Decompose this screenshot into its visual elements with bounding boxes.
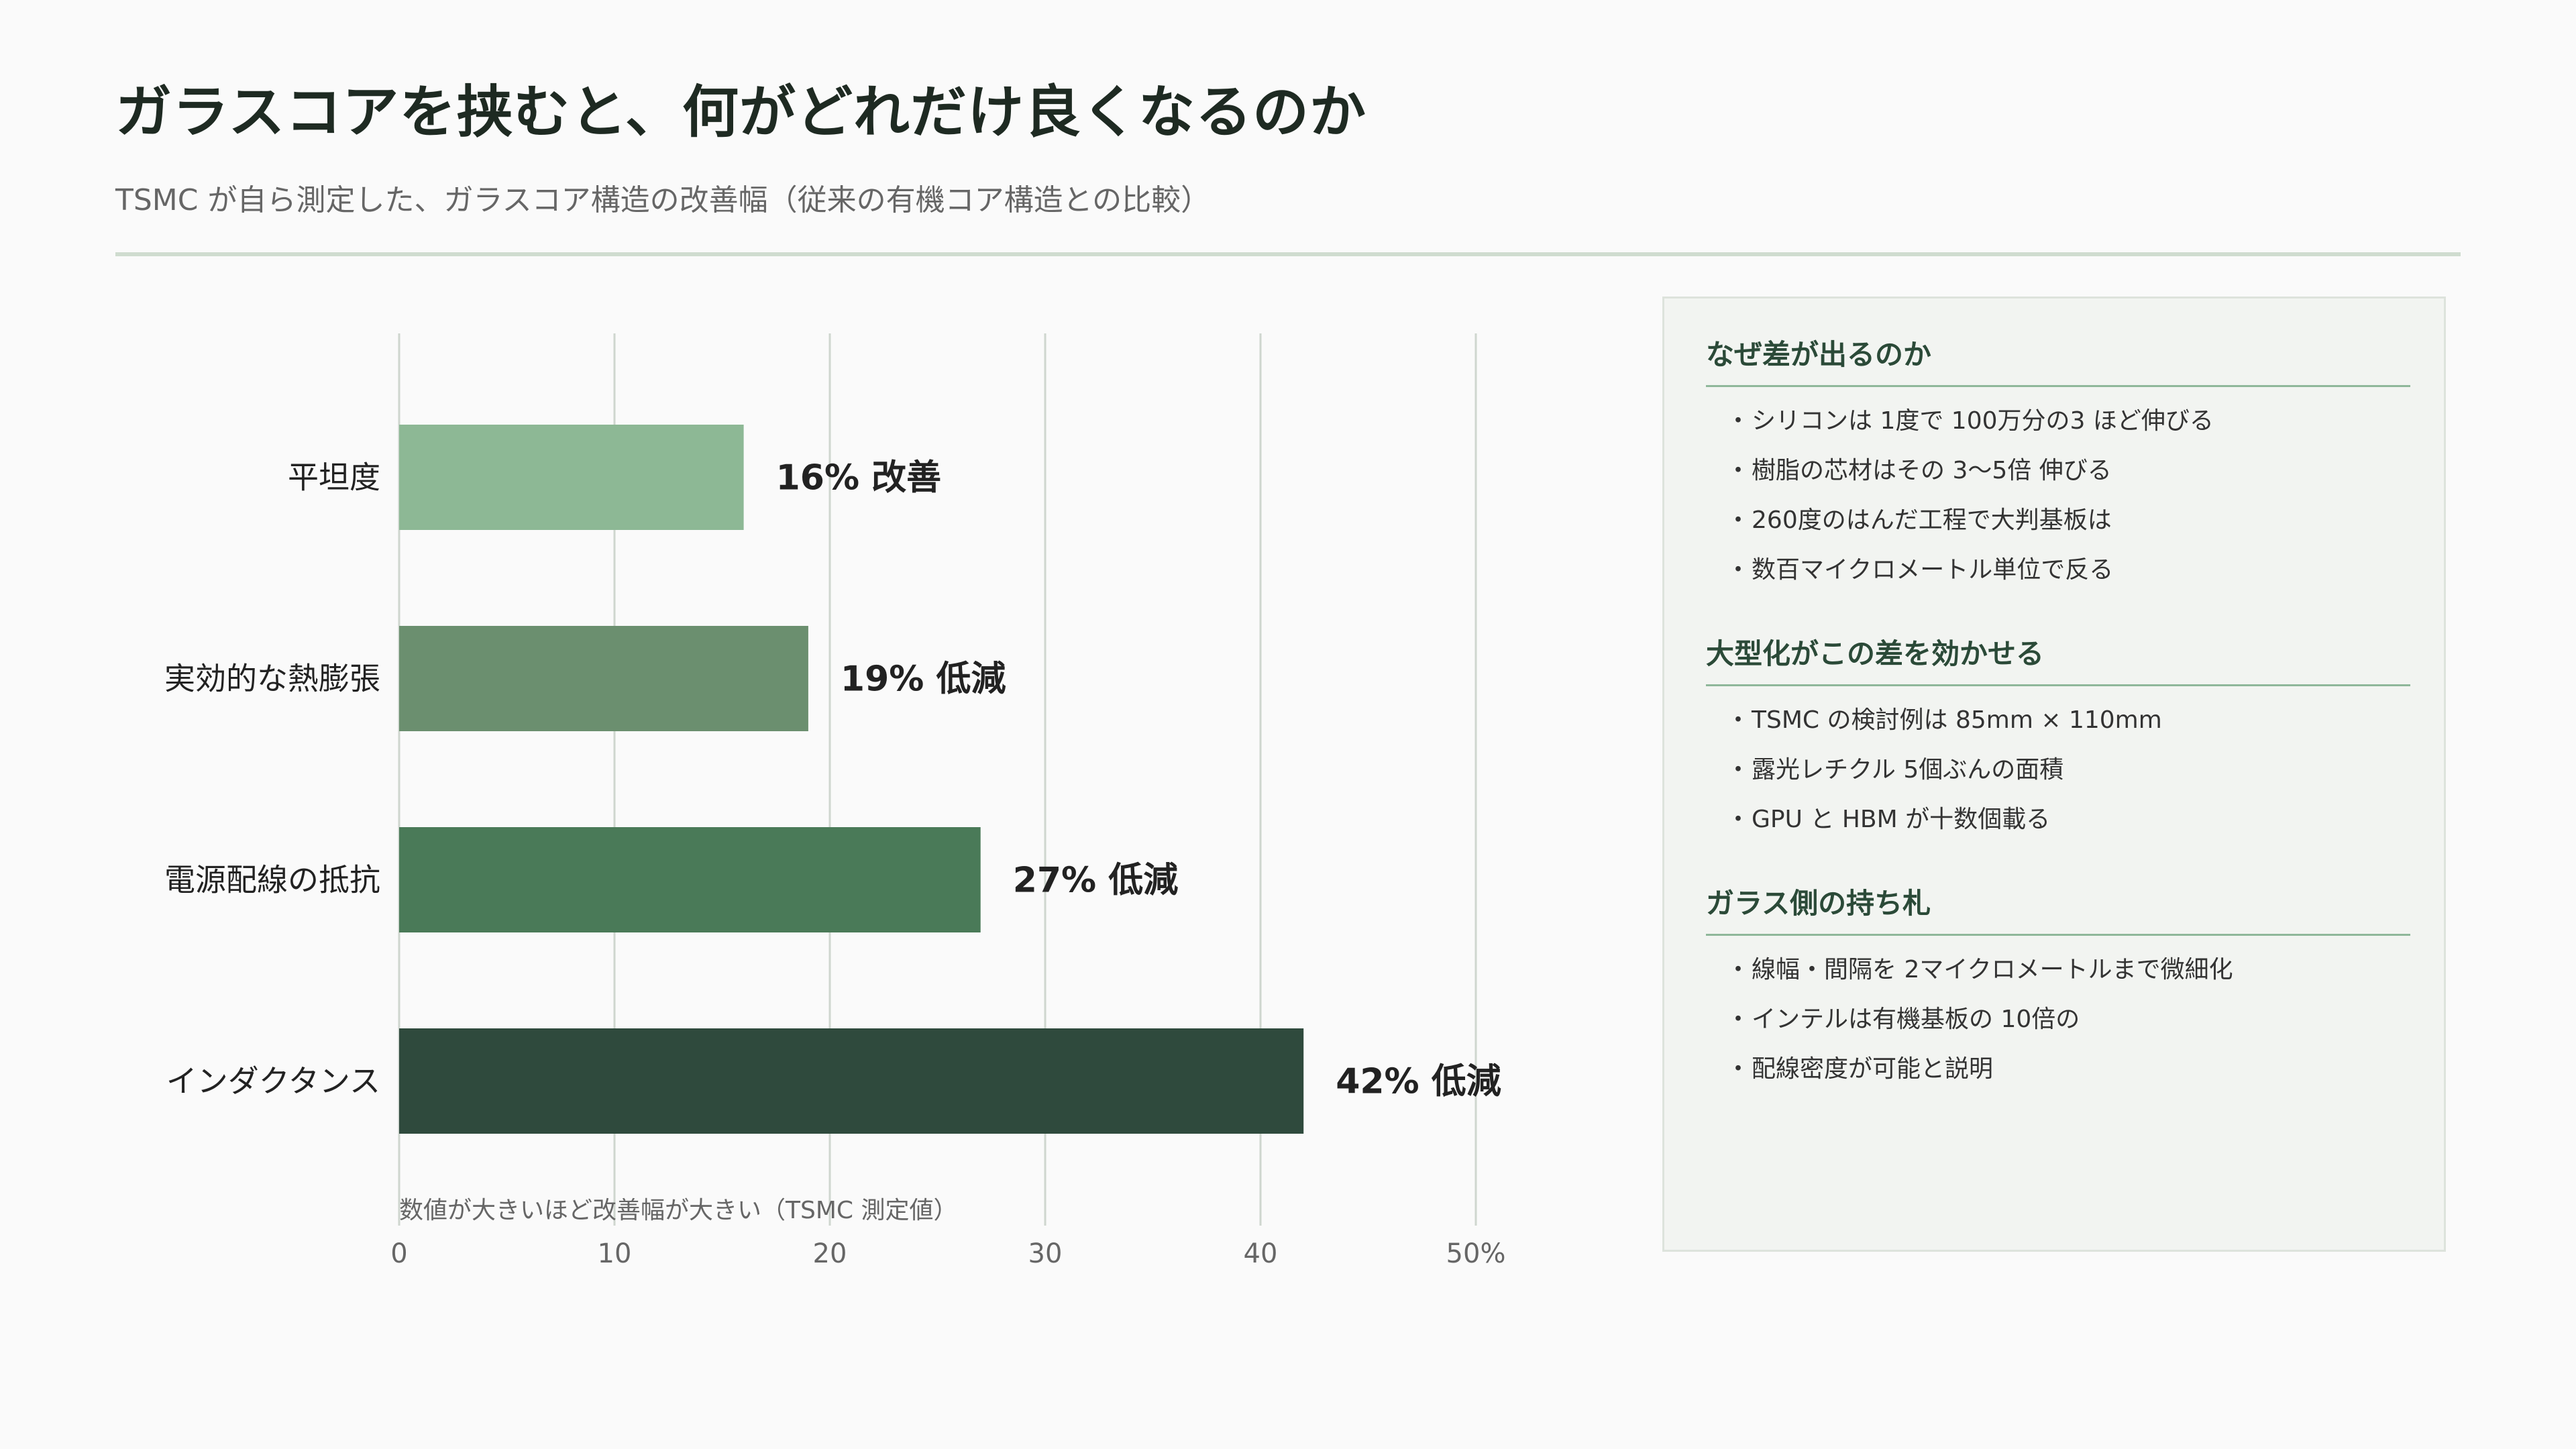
value-label: 19% 低減: [841, 659, 1006, 700]
panel-section-scale: 大型化がこの差を効かせる TSMC の検討例は 85mm × 110mm 露光レ…: [1706, 631, 2410, 845]
list-item: 260度のはんだ工程で大判基板は: [1706, 496, 2410, 545]
category-label: 実効的な熱膨張: [164, 661, 380, 697]
value-label: 16% 改善: [776, 458, 942, 498]
x-tick-label: 0: [390, 1238, 407, 1269]
list-item: 線幅・間隔を 2マイクロメートルまで微細化: [1706, 945, 2410, 995]
x-tick-label: 40: [1244, 1238, 1278, 1269]
bars: [399, 425, 1304, 1134]
list-item: インテルは有機基板の 10倍の: [1706, 995, 2410, 1044]
value-label: 42% 低減: [1336, 1062, 1501, 1102]
value-label: 27% 低減: [1013, 861, 1179, 901]
panel-list: TSMC の検討例は 85mm × 110mm 露光レチクル 5個ぶんの面積 G…: [1706, 696, 2410, 845]
x-tick-label: 50%: [1446, 1238, 1506, 1269]
panel-section-why: なぜ差が出るのか シリコンは 1度で 100万分の3 ほど伸びる 樹脂の芯材はそ…: [1706, 332, 2410, 595]
x-tick-label: 30: [1028, 1238, 1063, 1269]
x-tick-label: 20: [813, 1238, 847, 1269]
panel-heading: なぜ差が出るのか: [1706, 332, 2410, 387]
bar: [399, 626, 808, 731]
bar: [399, 425, 744, 530]
header-divider: [115, 252, 2461, 256]
bar: [399, 1028, 1304, 1134]
list-item: 配線密度が可能と説明: [1706, 1044, 2410, 1094]
panel-list: シリコンは 1度で 100万分の3 ほど伸びる 樹脂の芯材はその 3〜5倍 伸び…: [1706, 396, 2410, 595]
x-tick-label: 10: [598, 1238, 632, 1269]
category-label: 平坦度: [288, 460, 380, 496]
list-item: TSMC の検討例は 85mm × 110mm: [1706, 696, 2410, 745]
panel-section-glass: ガラス側の持ち札 線幅・間隔を 2マイクロメートルまで微細化 インテルは有機基板…: [1706, 881, 2410, 1094]
chart-note: 数値が大きいほど改善幅が大きい（TSMC 測定値）: [399, 1197, 957, 1224]
list-item: GPU と HBM が十数個載る: [1706, 795, 2410, 845]
panel-heading: 大型化がこの差を効かせる: [1706, 631, 2410, 686]
panel-list: 線幅・間隔を 2マイクロメートルまで微細化 インテルは有機基板の 10倍の 配線…: [1706, 945, 2410, 1094]
category-label: インダクタンス: [166, 1063, 380, 1099]
bar: [399, 827, 981, 932]
list-item: シリコンは 1度で 100万分の3 ほど伸びる: [1706, 396, 2410, 446]
panel-heading: ガラス側の持ち札: [1706, 881, 2410, 936]
category-label: 電源配線の抵抗: [164, 862, 380, 898]
list-item: 樹脂の芯材はその 3〜5倍 伸びる: [1706, 446, 2410, 496]
page-title: ガラスコアを挟むと、何がどれだけ良くなるのか: [115, 79, 1366, 145]
side-panel: なぜ差が出るのか シリコンは 1度で 100万分の3 ほど伸びる 樹脂の芯材はそ…: [1662, 297, 2446, 1252]
list-item: 露光レチクル 5個ぶんの面積: [1706, 745, 2410, 795]
page-subtitle: TSMC が自ら測定した、ガラスコア構造の改善幅（従来の有機コア構造との比較）: [115, 183, 1211, 217]
list-item: 数百マイクロメートル単位で反る: [1706, 545, 2410, 595]
